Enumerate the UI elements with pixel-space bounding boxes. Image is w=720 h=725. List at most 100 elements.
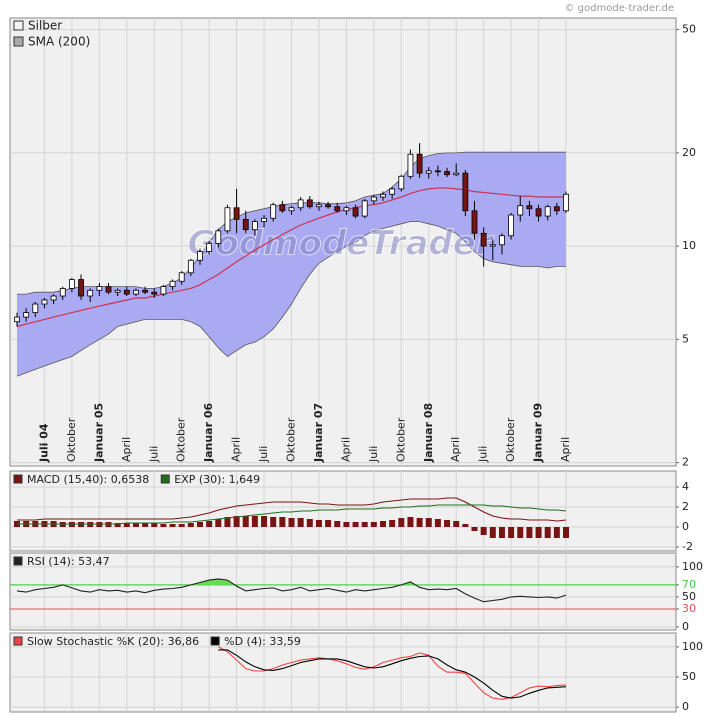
series-line xyxy=(16,578,567,603)
histogram-bar xyxy=(535,527,542,538)
histogram-bar xyxy=(187,523,194,527)
candle-body xyxy=(563,193,569,212)
candle-body xyxy=(407,153,414,177)
histogram-bar xyxy=(453,521,460,527)
candle-body xyxy=(197,251,203,261)
candle-body xyxy=(416,153,423,174)
histogram-bar xyxy=(444,520,451,527)
y-tick-label: 30 xyxy=(682,602,696,615)
histogram-bar xyxy=(215,519,222,527)
legend-label: SMA (200) xyxy=(28,35,90,49)
candle-body xyxy=(251,221,258,231)
x-tick-label: Januar 06 xyxy=(202,402,215,463)
histogram-bar xyxy=(178,524,185,527)
credit: © godmode-trader.de xyxy=(565,3,675,14)
histogram-bar xyxy=(480,527,487,535)
candle-body xyxy=(334,206,341,212)
candle-body xyxy=(325,204,332,208)
series-line xyxy=(218,649,567,699)
x-tick-label: Januar 07 xyxy=(312,403,325,463)
candle-body xyxy=(370,196,377,202)
panel xyxy=(9,632,677,713)
histogram-bar xyxy=(352,522,359,527)
candle-body xyxy=(69,279,75,289)
candle-body xyxy=(215,230,222,244)
candle-body xyxy=(462,172,469,212)
candle-body xyxy=(242,218,249,231)
candle-body xyxy=(526,205,533,210)
candle-body xyxy=(553,206,560,212)
histogram-bar xyxy=(553,527,560,538)
histogram-bar xyxy=(251,516,258,527)
legend-swatch xyxy=(13,474,23,484)
y-tick-label: 0 xyxy=(682,520,689,533)
x-tick-label: Januar 05 xyxy=(92,403,105,463)
histogram-bar xyxy=(334,521,341,527)
y-tick-label: 2 xyxy=(682,500,689,513)
histogram-bar xyxy=(434,519,441,527)
legend-label: %D (4): 33,59 xyxy=(224,635,301,648)
x-tick-label: April xyxy=(559,437,572,462)
candle-body xyxy=(343,207,350,212)
candle-body xyxy=(279,204,286,212)
candle-body xyxy=(535,208,542,217)
legend-swatch xyxy=(13,636,23,646)
x-tick-label: April xyxy=(120,437,133,462)
x-tick-label: Oktober xyxy=(175,417,188,462)
candle-body xyxy=(50,295,57,301)
histogram-bar xyxy=(517,527,524,538)
x-tick-label: Oktober xyxy=(65,417,78,462)
candle-body xyxy=(517,205,524,216)
histogram-bar xyxy=(343,522,350,527)
y-tick-label: 0 xyxy=(682,700,689,713)
legend-swatch xyxy=(13,556,23,566)
y-tick-label: 50 xyxy=(682,670,696,683)
candle-body xyxy=(41,299,48,305)
histogram-bar xyxy=(471,527,478,531)
histogram-bar xyxy=(123,523,130,527)
histogram-bar xyxy=(233,516,240,527)
histogram-bar xyxy=(398,518,405,527)
histogram-bar xyxy=(526,527,533,538)
y-tick-label: 20 xyxy=(682,146,696,159)
candle-body xyxy=(544,206,551,217)
histogram-bar xyxy=(197,522,203,527)
candle-body xyxy=(398,175,405,190)
candle-body xyxy=(23,312,30,318)
series-line xyxy=(17,497,567,522)
legend-swatch xyxy=(160,474,170,484)
candle-body xyxy=(123,289,130,295)
candle-body xyxy=(87,289,94,297)
x-tick-label: April xyxy=(339,437,352,462)
legend-swatch xyxy=(13,20,24,31)
histogram-bar xyxy=(288,518,295,527)
x-tick-label: Juli xyxy=(147,446,160,463)
histogram-bar xyxy=(361,522,368,527)
legend-label: MACD (15,40): 0,6538 xyxy=(27,473,149,486)
histogram-bar xyxy=(315,520,322,527)
sma-line xyxy=(16,187,566,328)
histogram-bar xyxy=(142,523,149,527)
y-tick-label: 0 xyxy=(682,620,689,633)
series-line xyxy=(218,646,567,700)
histogram-bar xyxy=(416,518,423,527)
series-line xyxy=(17,504,567,525)
histogram-bar xyxy=(206,521,213,527)
candle-body xyxy=(261,217,267,222)
candle-body xyxy=(224,207,231,232)
band-area xyxy=(17,152,566,377)
histogram-bar xyxy=(297,518,304,527)
band-lower xyxy=(16,221,566,377)
x-tick-label: Oktober xyxy=(285,417,298,462)
histogram-bar xyxy=(224,517,231,527)
candle-body xyxy=(206,243,213,252)
x-tick-label: Juli xyxy=(367,446,380,463)
y-tick-label: 4 xyxy=(682,480,689,493)
legend-label: EXP (30): 1,649 xyxy=(174,473,260,486)
candle-body xyxy=(508,214,515,237)
histogram-bar xyxy=(169,524,176,527)
x-tick-label: Juli xyxy=(477,446,490,463)
histogram-bar xyxy=(544,527,551,538)
candle-body xyxy=(78,279,84,297)
